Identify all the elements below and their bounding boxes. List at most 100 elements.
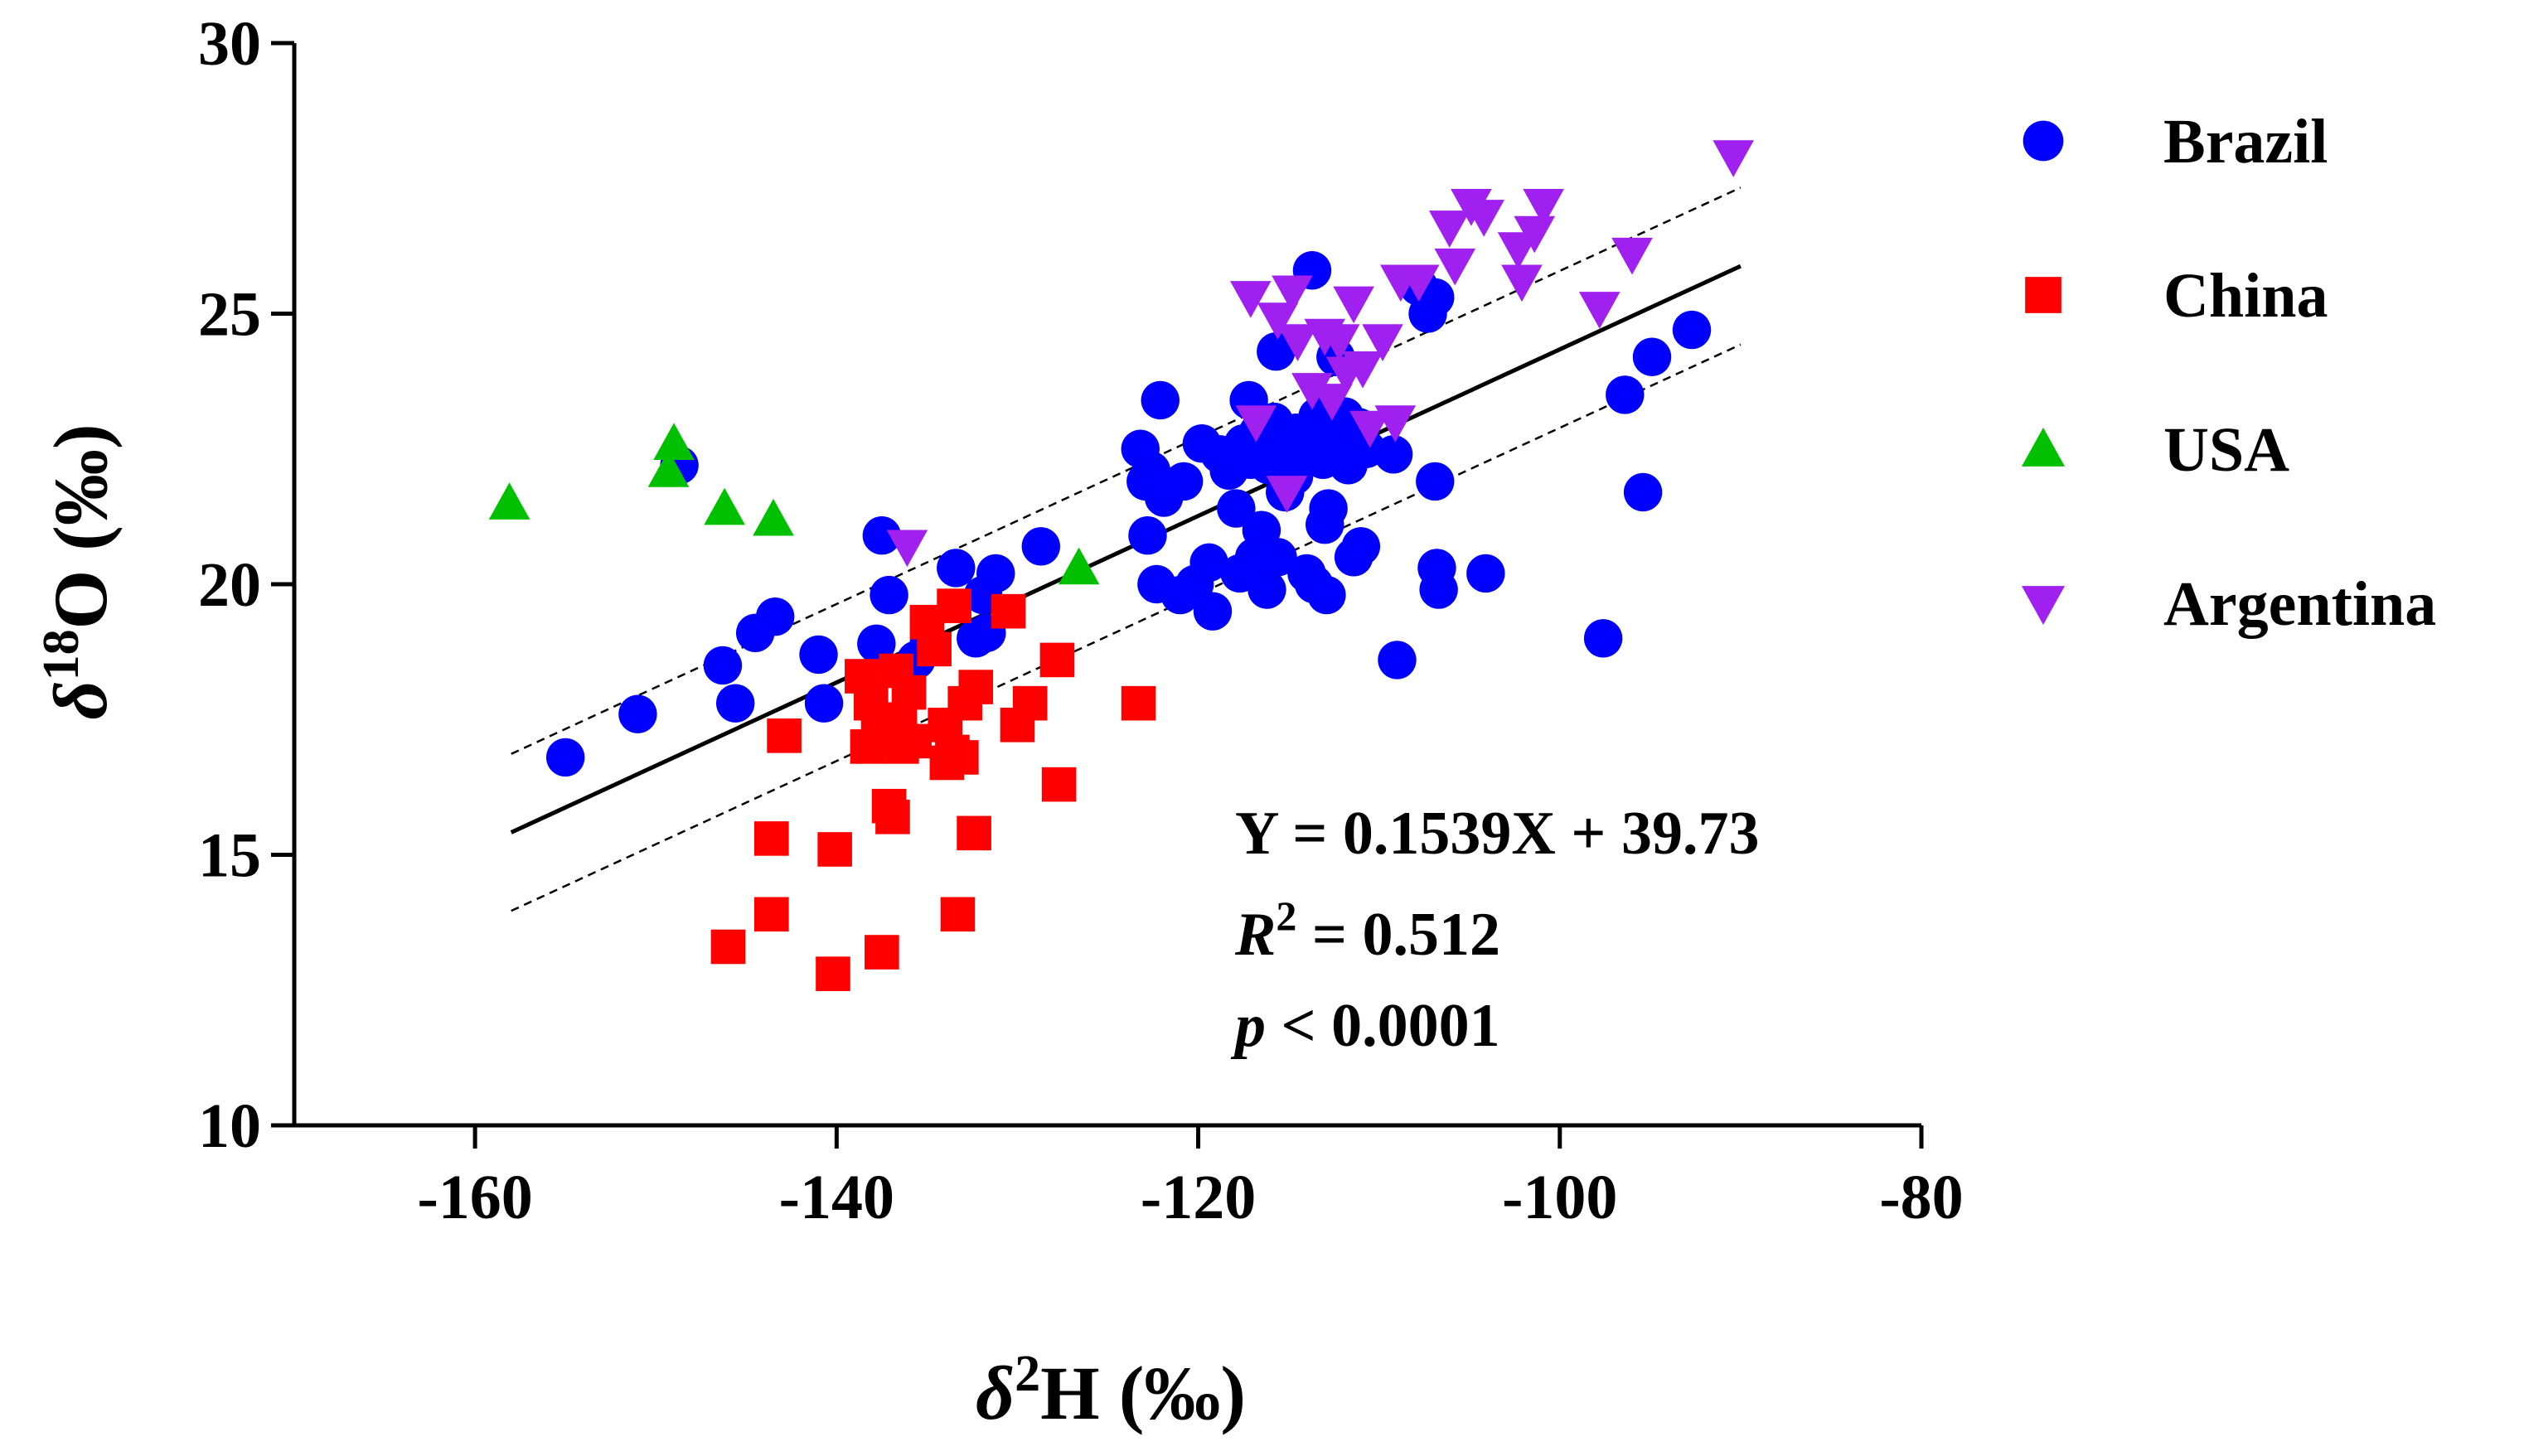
point-brazil — [703, 646, 743, 685]
point-brazil — [976, 554, 1015, 593]
lower-confidence-line — [511, 343, 1742, 912]
x-axis-title: δ2H (‰) — [976, 1346, 1246, 1435]
point-brazil — [1021, 527, 1060, 566]
legend-label-usa: USA — [2163, 415, 2289, 485]
point-argentina — [1713, 140, 1754, 177]
legend-item-china: China — [2025, 261, 2328, 331]
point-china — [1121, 685, 1156, 721]
point-brazil — [715, 684, 755, 723]
point-argentina — [1349, 410, 1391, 448]
point-brazil — [1419, 570, 1458, 609]
point-brazil — [1257, 332, 1296, 371]
legend-item-usa: USA — [2021, 415, 2289, 485]
point-brazil — [1141, 380, 1180, 420]
point-argentina — [1235, 405, 1277, 443]
point-argentina — [1611, 237, 1653, 275]
point-argentina — [1230, 281, 1272, 318]
point-brazil — [1378, 641, 1417, 680]
point-argentina — [1463, 200, 1504, 237]
point-china — [1041, 767, 1077, 802]
point-brazil — [1373, 435, 1413, 474]
point-brazil — [545, 738, 585, 777]
point-brazil — [1416, 462, 1455, 501]
x-tick-label: -100 — [1502, 1163, 1617, 1232]
point-argentina — [1342, 351, 1383, 389]
legend-item-argentina: Argentina — [2021, 569, 2436, 639]
r-squared-annotation: R2 = 0.512 — [1234, 892, 1500, 969]
point-china — [940, 897, 976, 932]
point-usa — [704, 487, 745, 525]
legend-marker-brazil — [2023, 120, 2064, 162]
point-brazil — [1189, 543, 1228, 583]
point-brazil — [1128, 516, 1167, 555]
x-tick-label: -140 — [779, 1163, 894, 1232]
point-usa — [647, 450, 690, 487]
point-china — [865, 935, 899, 970]
regression-line — [510, 264, 1742, 834]
series-argentina — [886, 140, 1754, 568]
point-brazil — [1606, 375, 1645, 414]
point-china — [817, 832, 852, 867]
p-value-annotation: p < 0.0001 — [1230, 992, 1500, 1060]
point-argentina — [1362, 324, 1403, 361]
legend-label-china: China — [2163, 261, 2328, 331]
legend: Brazil China USA Argentina — [2021, 107, 2436, 639]
point-argentina — [1514, 215, 1556, 254]
point-china — [958, 670, 994, 704]
point-usa — [1058, 547, 1100, 585]
point-argentina — [1374, 405, 1417, 443]
point-brazil — [870, 575, 908, 615]
y-tick-label: 20 — [198, 550, 261, 620]
point-usa — [753, 498, 794, 536]
point-brazil — [857, 624, 896, 664]
point-usa — [653, 423, 695, 461]
legend-item-brazil: Brazil — [2023, 107, 2328, 177]
point-argentina — [1266, 476, 1308, 513]
point-brazil — [862, 516, 902, 555]
series-china — [710, 588, 1156, 991]
point-china — [891, 675, 927, 710]
point-brazil — [1672, 310, 1712, 350]
point-argentina — [1291, 373, 1333, 410]
point-brazil — [1217, 489, 1256, 528]
point-argentina — [1428, 210, 1470, 248]
point-brazil — [1583, 619, 1623, 658]
point-argentina — [1311, 384, 1353, 421]
legend-label-argentina: Argentina — [2163, 569, 2436, 639]
point-china — [754, 897, 789, 932]
point-argentina — [1318, 324, 1360, 361]
point-argentina — [1398, 264, 1440, 302]
point-brazil — [1466, 554, 1505, 593]
point-brazil — [1632, 337, 1672, 376]
point-brazil — [755, 597, 795, 636]
y-tick-label: 10 — [198, 1091, 261, 1161]
point-brazil — [799, 635, 838, 675]
point-brazil — [1164, 462, 1204, 501]
point-china — [816, 956, 850, 991]
point-brazil — [937, 549, 976, 588]
point-china — [937, 588, 971, 623]
point-brazil — [1193, 592, 1233, 631]
point-brazil — [1623, 472, 1663, 512]
legend-marker-usa — [2021, 427, 2066, 467]
point-china — [917, 631, 952, 667]
point-brazil — [1247, 570, 1286, 609]
point-china — [710, 929, 746, 965]
point-brazil — [1307, 575, 1346, 615]
point-china — [897, 723, 932, 759]
point-china — [944, 740, 979, 775]
axes: 10 15 20 25 30 -160 -140 -120 -100 -80 — [198, 9, 1964, 1232]
point-argentina — [886, 530, 928, 568]
legend-marker-china — [2025, 277, 2061, 313]
legend-marker-argentina — [2021, 586, 2066, 626]
point-china — [875, 799, 910, 834]
point-argentina — [1578, 292, 1620, 329]
x-tick-label: -120 — [1141, 1163, 1256, 1232]
point-china — [957, 815, 991, 851]
point-china — [754, 821, 789, 856]
y-axis-title: δ18O (‰) — [33, 424, 123, 720]
data-points — [488, 140, 1754, 991]
point-argentina — [1277, 324, 1319, 361]
